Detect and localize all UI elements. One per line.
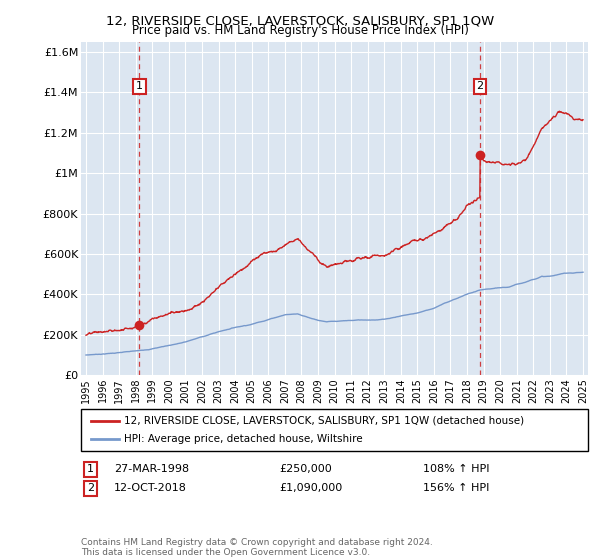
Text: 1: 1 [136,81,143,91]
Text: Contains HM Land Registry data © Crown copyright and database right 2024.
This d: Contains HM Land Registry data © Crown c… [81,538,433,557]
Text: HPI: Average price, detached house, Wiltshire: HPI: Average price, detached house, Wilt… [124,434,363,444]
Text: 12, RIVERSIDE CLOSE, LAVERSTOCK, SALISBURY, SP1 1QW (detached house): 12, RIVERSIDE CLOSE, LAVERSTOCK, SALISBU… [124,416,524,426]
Text: 2: 2 [87,483,94,493]
Text: Price paid vs. HM Land Registry's House Price Index (HPI): Price paid vs. HM Land Registry's House … [131,24,469,36]
Text: 1: 1 [87,464,94,474]
Text: 12, RIVERSIDE CLOSE, LAVERSTOCK, SALISBURY, SP1 1QW: 12, RIVERSIDE CLOSE, LAVERSTOCK, SALISBU… [106,14,494,27]
Text: 2: 2 [476,81,484,91]
Text: £250,000: £250,000 [279,464,332,474]
Text: £1,090,000: £1,090,000 [279,483,342,493]
Text: 27-MAR-1998: 27-MAR-1998 [114,464,189,474]
Text: 108% ↑ HPI: 108% ↑ HPI [423,464,490,474]
Text: 12-OCT-2018: 12-OCT-2018 [114,483,187,493]
Text: 156% ↑ HPI: 156% ↑ HPI [423,483,490,493]
